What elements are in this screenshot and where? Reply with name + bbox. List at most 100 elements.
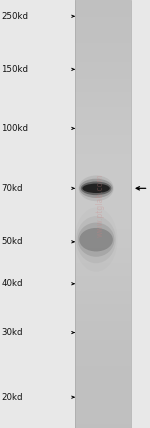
Bar [75,364,130,366]
Bar [75,75,130,77]
Bar [75,253,130,255]
Bar [75,319,130,321]
Bar [75,195,130,197]
Bar [75,300,130,302]
Bar [75,218,130,220]
Bar [75,268,130,270]
Bar [75,205,130,208]
Bar [75,404,130,407]
Bar [75,362,130,364]
Bar [75,122,130,124]
Bar [75,278,130,280]
Bar [75,368,130,370]
Bar [75,103,130,105]
Bar [75,30,130,32]
Bar [75,302,130,304]
Bar [75,276,130,278]
Bar [75,374,130,377]
Bar [75,383,130,385]
Bar [75,2,130,4]
Bar [75,180,130,182]
Bar [75,11,130,13]
Bar [75,64,130,66]
Text: 50kd: 50kd [2,237,23,247]
Bar [75,165,130,167]
Bar [75,193,130,195]
Bar [75,270,130,272]
Bar [75,242,130,244]
Bar [75,90,130,92]
Bar [75,96,130,98]
Bar [75,116,130,118]
Bar [75,263,130,265]
Text: 40kd: 40kd [2,279,23,288]
Bar [75,158,130,160]
Bar [75,182,130,184]
Bar [75,261,130,263]
Bar [75,197,130,199]
Bar [75,94,130,96]
Bar [75,360,130,362]
Bar [75,160,130,163]
Ellipse shape [82,184,110,193]
Bar [75,347,130,349]
Bar [75,141,130,143]
Bar [75,56,130,58]
Bar [75,45,130,47]
Text: 30kd: 30kd [2,328,23,337]
Bar [75,133,130,135]
Bar [75,19,130,21]
Ellipse shape [81,181,111,195]
Bar [75,223,130,225]
Ellipse shape [76,216,116,263]
Bar [75,349,130,351]
Bar [75,73,130,75]
Bar [75,143,130,146]
Bar [75,51,130,54]
Bar [75,355,130,357]
Bar [75,208,130,210]
Bar [75,41,130,43]
Bar [75,77,130,79]
Bar [75,150,130,152]
Bar [75,152,130,154]
Bar [75,107,130,109]
Ellipse shape [78,223,114,257]
Bar [75,293,130,295]
Bar [75,338,130,340]
Bar [75,139,130,141]
Bar [75,36,130,39]
Bar [75,171,130,173]
Bar [75,409,130,411]
Bar [75,415,130,417]
Bar [75,60,130,62]
Text: www.ptglab.com: www.ptglab.com [95,174,104,237]
Bar [75,120,130,122]
Text: 250kd: 250kd [2,12,28,21]
Bar [75,225,130,227]
Bar [75,389,130,392]
Bar [75,372,130,374]
Bar [75,342,130,345]
Bar [75,289,130,291]
Bar [75,334,130,336]
Bar [75,47,130,49]
Bar [75,186,130,188]
Bar [75,39,130,41]
Bar [75,98,130,101]
Text: 70kd: 70kd [2,184,23,193]
Bar [75,214,130,216]
Bar [75,332,130,334]
Bar [75,62,130,64]
Bar [75,0,130,2]
Bar [75,135,130,137]
Bar [75,274,130,276]
Bar [75,54,130,56]
Bar [75,148,130,150]
Bar [75,21,130,24]
Bar [75,282,130,285]
Ellipse shape [79,228,113,252]
Bar [75,32,130,34]
Bar [75,315,130,317]
Bar [75,43,130,45]
